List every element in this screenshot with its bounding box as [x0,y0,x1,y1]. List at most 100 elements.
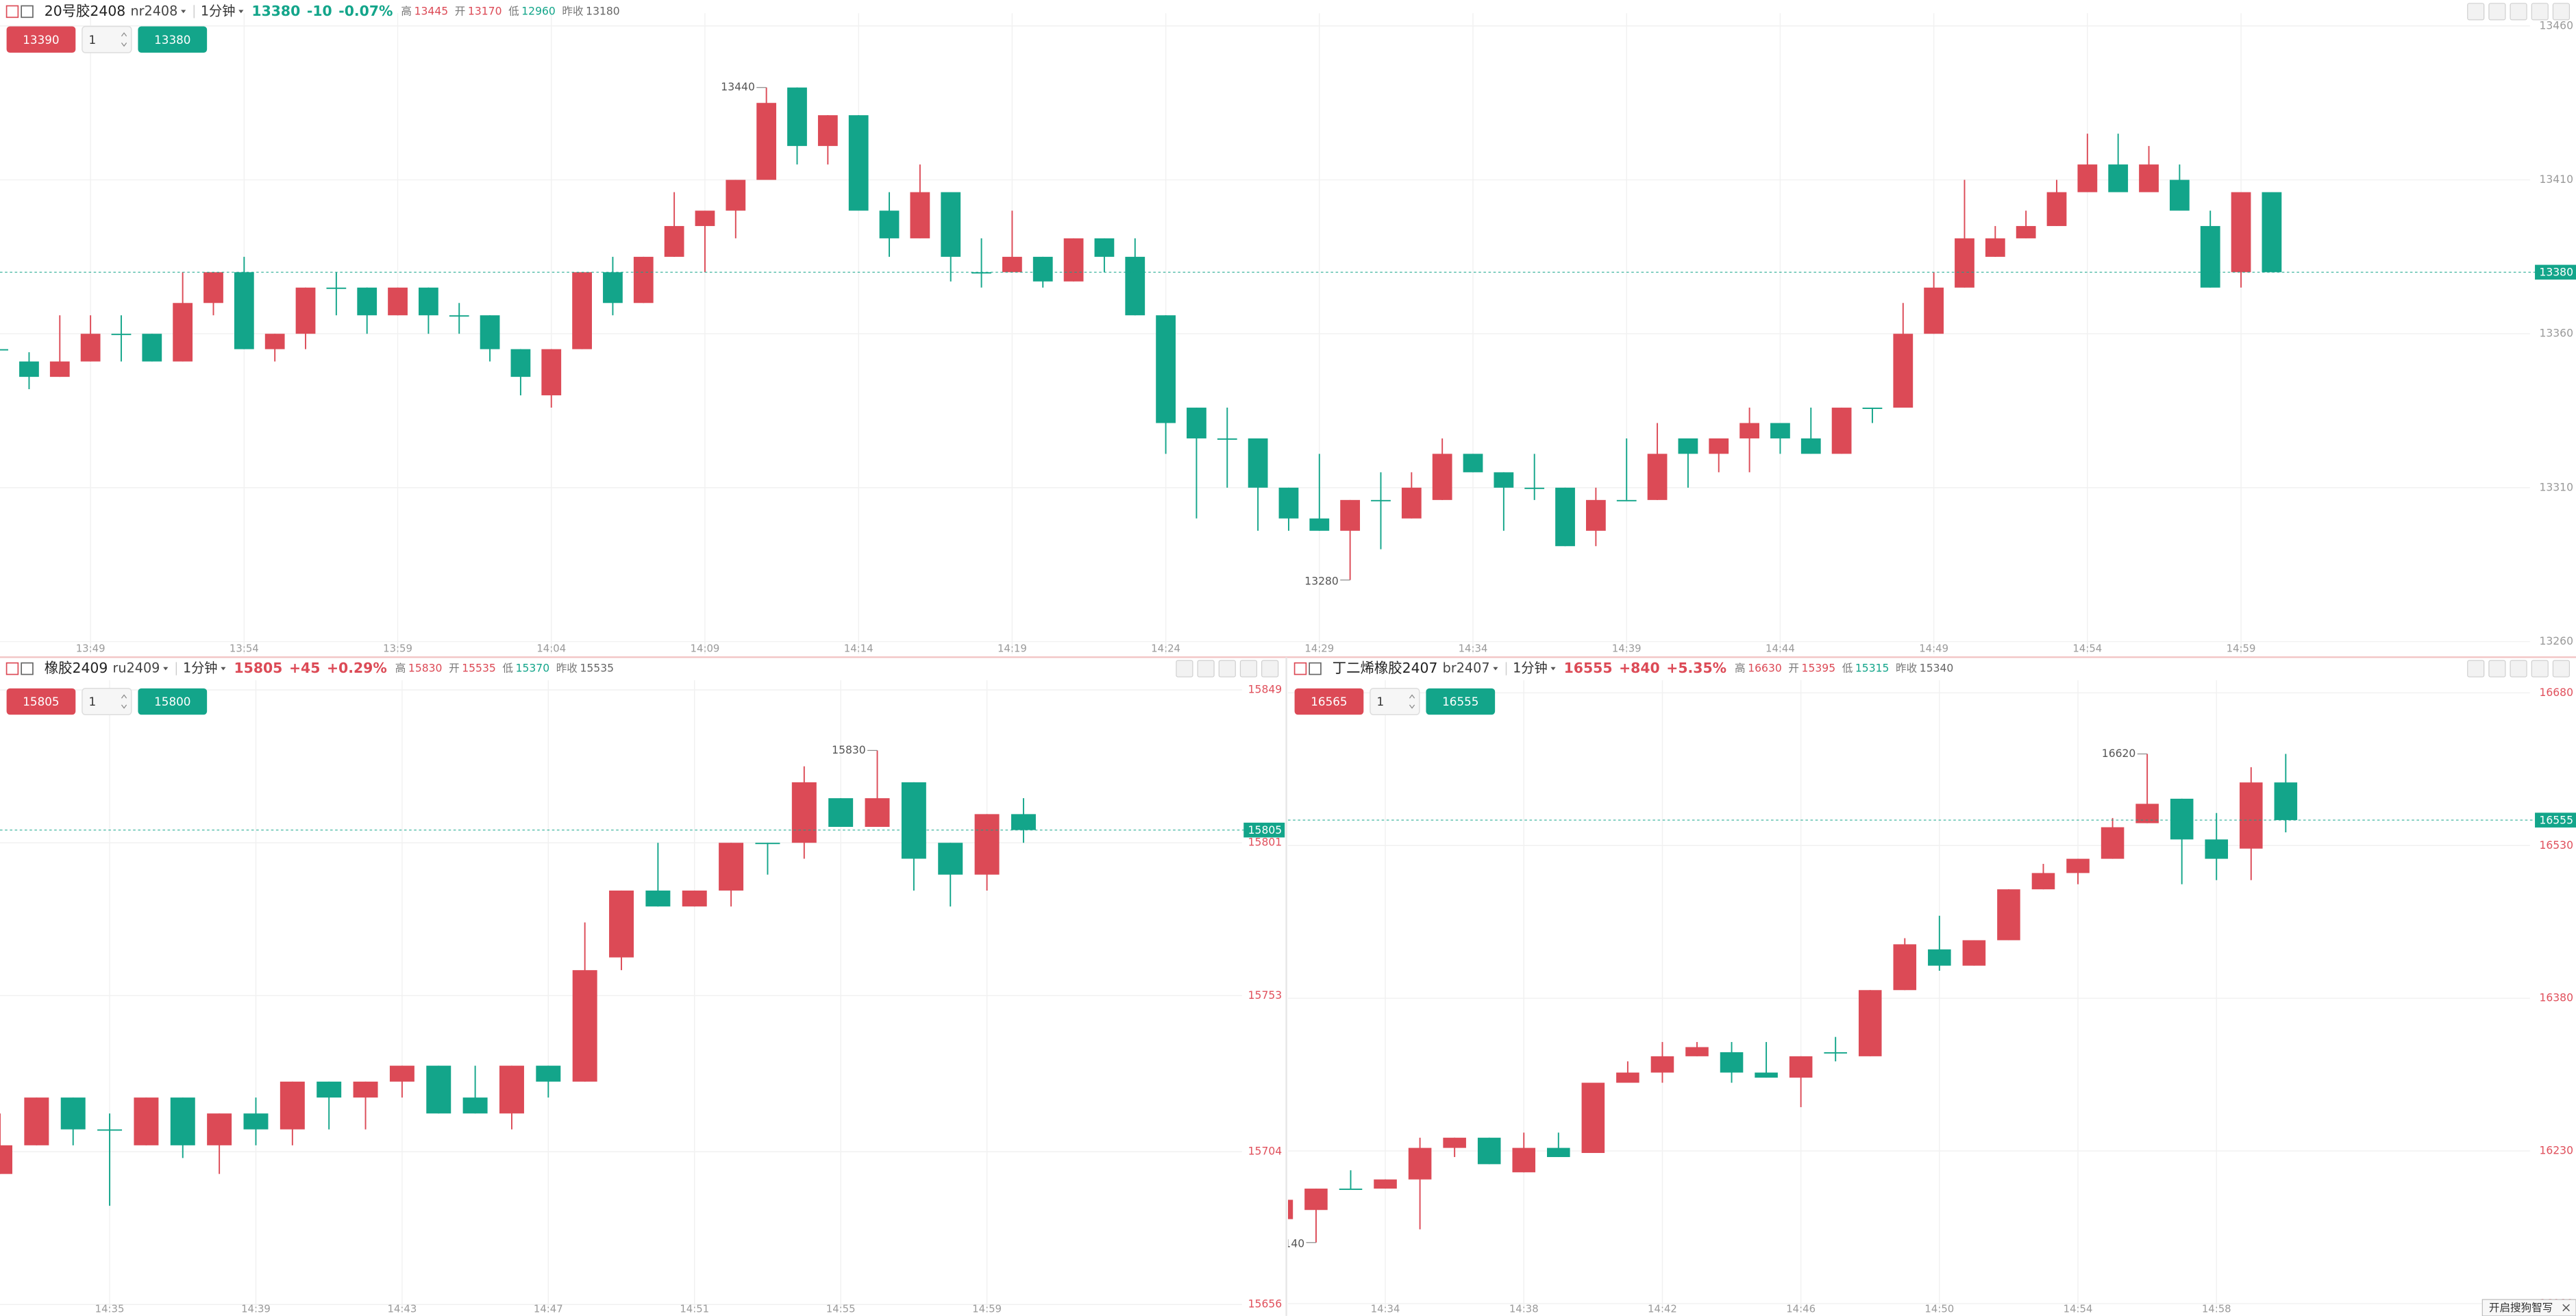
toolbar-button[interactable] [2510,3,2527,21]
buy-button-label[interactable]: 15800 [154,695,190,708]
buy-button-label[interactable]: 16555 [1442,695,1478,708]
stat-label: 开 [1788,662,1799,675]
stat-label: 开 [455,5,466,17]
spinner[interactable] [1409,694,1415,709]
stat-value: 15315 [1855,662,1890,675]
candle-body [317,1081,342,1098]
toolbar-button[interactable] [1239,660,1258,678]
toolbar-button[interactable] [1197,660,1215,678]
interval[interactable]: 1分钟 [1513,660,1548,676]
candle-body [142,334,162,362]
quantity-input[interactable] [82,688,132,715]
toolbar-button[interactable] [2510,660,2527,678]
candle-body [1555,487,1575,547]
candle-body [756,103,777,180]
candle-body [719,843,744,891]
symbol-name: 橡胶2409 [45,660,108,676]
sell-button-label[interactable]: 13390 [23,33,59,47]
toolbar-button[interactable] [1218,660,1236,678]
quantity-value[interactable]: 1 [88,33,96,47]
last-price-box [2535,812,2576,828]
buy-button[interactable] [138,26,208,53]
candle-body [682,890,707,907]
stat-label: 高 [1735,662,1746,675]
candle-body [280,1081,305,1130]
quantity-input[interactable] [1370,688,1420,715]
toolbar-button[interactable] [2488,660,2506,678]
candle-body [60,1097,86,1130]
sell-button-label[interactable]: 16565 [1311,695,1347,708]
buy-button[interactable] [138,688,208,715]
candle-body [879,210,900,238]
quantity-input[interactable] [82,25,132,53]
x-tick-label: 14:35 [95,1302,125,1315]
candle-body [295,287,316,334]
candle-body [170,1097,195,1145]
toolbar-button[interactable] [2552,3,2571,21]
candle-body [901,782,926,859]
quantity-value[interactable]: 1 [88,695,96,708]
stat-value: 15535 [580,662,614,675]
candle-body [1340,499,1361,531]
toolbar-button[interactable] [2531,660,2549,678]
spinner[interactable] [121,694,127,709]
toolbar-button[interactable] [1261,660,1279,678]
sell-button[interactable] [6,26,76,53]
layout-icon[interactable] [21,662,34,675]
toolbar-button[interactable] [2531,3,2549,21]
candle-body [1893,944,1917,991]
candle-body [828,798,854,827]
symbol-code[interactable]: ru2409 [113,660,160,676]
candle-body [1893,334,1914,408]
buy-button-label[interactable]: 13380 [154,33,190,47]
x-tick-label: 14:04 [536,642,566,654]
symbol-code[interactable]: br2407 [1443,660,1490,676]
buy-button[interactable] [1426,688,1496,715]
candle-body [2169,179,2190,211]
stat-value: 15340 [1920,662,1954,675]
stat-label: 开 [449,662,460,675]
x-tick-label: 14:58 [2202,1302,2231,1315]
candle-body [111,334,132,336]
candle-body [203,272,223,303]
candle-body [541,349,562,396]
symbol-code[interactable]: nr2408 [130,3,177,18]
menu-icon[interactable] [1293,662,1307,675]
stat-value: 13445 [414,5,449,17]
layout-icon[interactable] [21,5,34,18]
toolbar-button[interactable] [2467,660,2485,678]
x-tick-label: 13:54 [230,642,259,654]
ime-hint[interactable]: 开启搜狗智写 [2489,1302,2553,1314]
toolbar-button[interactable] [2467,3,2485,21]
candle-body [234,272,254,349]
menu-icon[interactable] [5,662,19,675]
candle-body [462,1097,488,1114]
x-tick-label: 14:49 [1919,642,1948,654]
ime-close[interactable] [2562,1304,2570,1312]
sell-button-label[interactable]: 15805 [23,695,59,708]
stat-label: 低 [502,662,513,675]
candle-body [1924,287,1944,334]
toolbar-button[interactable] [1176,660,1193,678]
candle-body [1063,238,1084,282]
interval[interactable]: 1分钟 [183,660,218,676]
menu-icon[interactable] [5,5,19,18]
candle-body [1463,454,1483,473]
sell-button[interactable] [6,688,76,715]
layout-icon[interactable] [1309,662,1322,675]
candle-body [326,287,347,289]
candle-body [1288,1200,1293,1219]
change: +45 [289,660,320,676]
interval[interactable]: 1分钟 [201,3,236,18]
toolbar-button[interactable] [2488,3,2506,21]
candle-body [24,1097,49,1145]
y-tick-label: 16530 [2539,839,2573,852]
spinner[interactable] [121,32,127,47]
change-pct: -0.07% [338,3,393,19]
toolbar-button[interactable] [2552,660,2571,678]
x-tick-label: 14:42 [1648,1302,1677,1315]
candle-body [1094,238,1115,257]
quantity-value[interactable]: 1 [1376,695,1384,708]
sell-button[interactable] [1294,688,1364,715]
